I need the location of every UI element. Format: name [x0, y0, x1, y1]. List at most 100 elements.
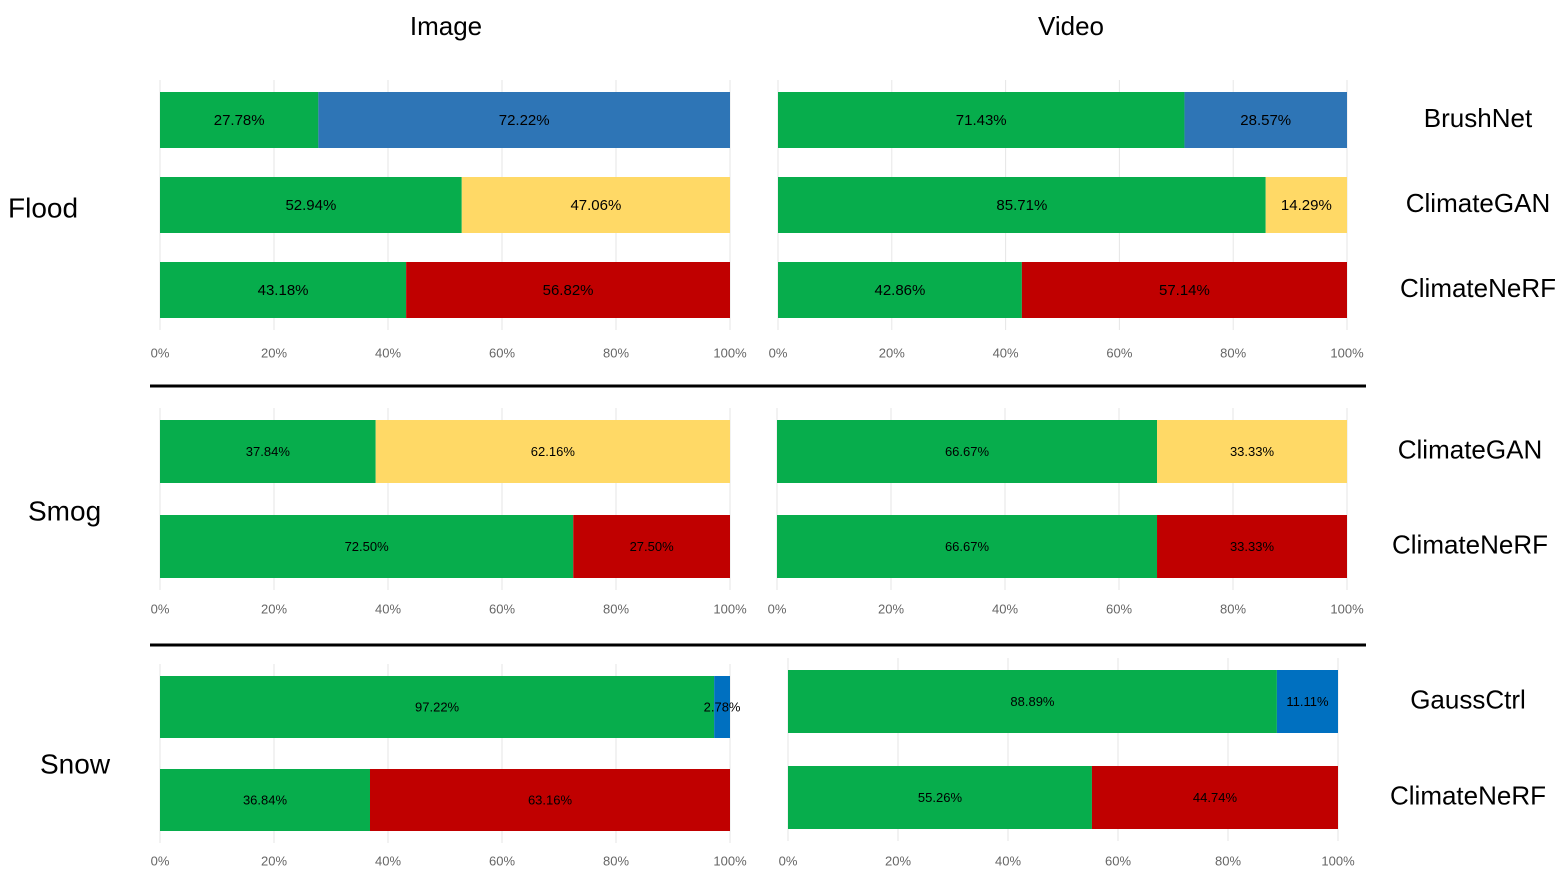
bar-segment: [777, 515, 1158, 578]
value-label: 36.84%: [243, 792, 288, 807]
method-label: BrushNet: [1424, 103, 1533, 133]
value-label: 27.78%: [214, 112, 265, 129]
value-label: 63.16%: [528, 792, 573, 807]
x-tick-label: 100%: [713, 853, 747, 868]
bar-segment: [160, 177, 462, 233]
bar-segment: [160, 676, 715, 738]
value-label: 56.82%: [543, 282, 594, 299]
x-tick-label: 20%: [885, 853, 911, 868]
x-tick-label: 80%: [1215, 853, 1241, 868]
bar-segment: [160, 92, 319, 148]
row-label: Snow: [40, 748, 111, 779]
bar-segment: [778, 177, 1266, 233]
bar-segment: [406, 262, 730, 318]
bar-segment: [778, 262, 1022, 318]
value-label: 2.78%: [704, 699, 741, 714]
bar-segment: [375, 420, 730, 483]
x-tick-label: 0%: [769, 345, 788, 360]
x-tick-label: 20%: [261, 853, 287, 868]
x-tick-label: 0%: [151, 345, 170, 360]
method-label: ClimateGAN: [1398, 434, 1542, 464]
x-tick-label: 20%: [879, 345, 905, 360]
bar-segment: [714, 676, 730, 738]
x-tick-label: 0%: [151, 853, 170, 868]
x-tick-label: 80%: [1220, 601, 1246, 616]
bar-segment: [160, 262, 407, 318]
value-label: 97.22%: [415, 699, 460, 714]
x-tick-label: 60%: [489, 853, 515, 868]
value-label: 85.71%: [996, 197, 1047, 214]
value-label: 57.14%: [1159, 282, 1210, 299]
value-label: 42.86%: [874, 282, 925, 299]
x-tick-label: 100%: [1330, 601, 1364, 616]
method-label: GaussCtrl: [1410, 684, 1526, 714]
value-label: 71.43%: [956, 112, 1007, 129]
bar-segment: [573, 515, 730, 578]
bar-segment: [1157, 515, 1347, 578]
x-tick-label: 100%: [713, 345, 747, 360]
value-label: 33.33%: [1230, 539, 1275, 554]
x-tick-label: 100%: [713, 601, 747, 616]
x-tick-label: 80%: [603, 601, 629, 616]
x-tick-label: 60%: [1106, 601, 1132, 616]
value-label: 66.67%: [945, 539, 990, 554]
value-label: 62.16%: [531, 444, 576, 459]
bar-segment: [778, 92, 1185, 148]
bar-segment: [160, 420, 376, 483]
value-label: 72.22%: [499, 112, 550, 129]
x-tick-label: 80%: [603, 853, 629, 868]
x-tick-label: 60%: [489, 601, 515, 616]
bar-segment: [777, 420, 1158, 483]
x-tick-label: 100%: [1330, 345, 1364, 360]
x-tick-label: 60%: [1105, 853, 1131, 868]
value-label: 11.11%: [1286, 694, 1329, 709]
row-label: Flood: [8, 192, 78, 223]
value-label: 47.06%: [570, 197, 621, 214]
value-label: 52.94%: [285, 197, 336, 214]
method-label: ClimateNeRF: [1390, 780, 1546, 810]
x-tick-label: 0%: [779, 853, 798, 868]
x-tick-label: 60%: [1106, 345, 1132, 360]
x-tick-label: 40%: [995, 853, 1021, 868]
x-tick-label: 20%: [261, 345, 287, 360]
method-label: ClimateGAN: [1406, 188, 1550, 218]
bar-segment: [369, 769, 730, 831]
x-tick-label: 80%: [603, 345, 629, 360]
value-label: 72.50%: [345, 539, 390, 554]
bar-segment: [318, 92, 730, 148]
x-tick-label: 40%: [375, 853, 401, 868]
bar-segment: [788, 670, 1277, 733]
bar-segment: [788, 766, 1092, 829]
bar-segment: [1091, 766, 1338, 829]
value-label: 33.33%: [1230, 444, 1275, 459]
x-tick-label: 40%: [375, 345, 401, 360]
x-tick-label: 20%: [261, 601, 287, 616]
x-tick-label: 40%: [993, 345, 1019, 360]
x-tick-label: 20%: [878, 601, 904, 616]
bar-segment: [160, 515, 574, 578]
value-label: 28.57%: [1240, 112, 1291, 129]
bar-segment: [461, 177, 730, 233]
method-label: ClimateNeRF: [1392, 529, 1548, 559]
bar-segment: [1157, 420, 1347, 483]
bar-segment: [1265, 177, 1347, 233]
x-tick-label: 80%: [1220, 345, 1246, 360]
column-title: Video: [1038, 11, 1104, 41]
x-tick-label: 40%: [992, 601, 1018, 616]
bar-segment: [1276, 670, 1338, 733]
value-label: 43.18%: [258, 282, 309, 299]
method-label: ClimateNeRF: [1400, 273, 1556, 303]
value-label: 55.26%: [918, 790, 963, 805]
bar-segment: [1021, 262, 1347, 318]
value-label: 27.50%: [630, 539, 675, 554]
x-tick-label: 60%: [489, 345, 515, 360]
x-tick-label: 0%: [768, 601, 787, 616]
value-label: 88.89%: [1010, 694, 1055, 709]
value-label: 44.74%: [1193, 790, 1238, 805]
row-label: Smog: [28, 495, 101, 526]
value-label: 14.29%: [1281, 197, 1332, 214]
value-label: 66.67%: [945, 444, 990, 459]
x-tick-label: 40%: [375, 601, 401, 616]
value-label: 37.84%: [246, 444, 291, 459]
